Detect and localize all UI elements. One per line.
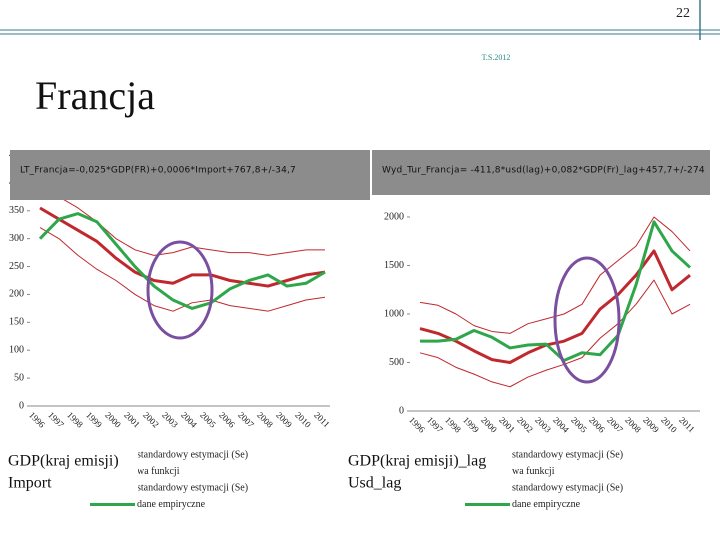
formula-box	[10, 150, 370, 200]
x-tick-label: 2004	[179, 410, 199, 430]
x-tick-label: 2008	[255, 410, 275, 430]
variable: Usd_lag	[348, 475, 401, 492]
y-tick-label: 500	[389, 357, 404, 368]
x-tick-label: 2004	[551, 415, 571, 435]
x-tick-label: 2006	[587, 415, 607, 435]
x-tick-label: 2008	[623, 415, 643, 435]
series-line	[420, 220, 692, 363]
highlight-ellipse	[146, 240, 214, 340]
y-tick-label: 2000	[384, 211, 404, 222]
x-tick-label: 1997	[46, 410, 66, 430]
series-line	[419, 249, 691, 364]
x-tick-label: 1999	[84, 410, 104, 430]
x-tick-label: 1998	[65, 410, 85, 430]
formula-box	[372, 150, 710, 195]
x-tick-label: 2006	[217, 410, 237, 430]
x-tick-label: 1996	[27, 410, 47, 430]
y-tick-label: 150	[9, 317, 24, 328]
highlight-ellipse	[553, 256, 621, 384]
legend-label: standardowy estymacji (Se)	[512, 482, 623, 493]
date: T.S.2012	[482, 53, 511, 62]
legend-label: dane empiryczne	[137, 499, 206, 510]
x-tick-label: 2009	[274, 410, 294, 430]
variable: GDP(kraj emisji)_lag	[348, 453, 486, 470]
x-tick-label: 2007	[605, 415, 625, 435]
variable: GDP(kraj emisji)	[8, 453, 119, 470]
formula: LT_Francja=-0,025*GDP(FR)+0,0006*Import+…	[20, 166, 296, 176]
variable: Import	[8, 475, 52, 492]
y-tick-label: 0	[399, 405, 404, 416]
formula: Wyd_Tur_Francja= -411,8*usd(lag)+0,082*G…	[382, 166, 705, 176]
x-tick-label: 2002	[515, 415, 535, 435]
variables-box	[340, 447, 512, 503]
y-tick-label: 300	[9, 233, 24, 244]
y-tick-label: 100	[9, 345, 24, 356]
legend-label: standardowy estymacji (Se)	[137, 449, 248, 460]
y-tick-label: 0	[19, 400, 24, 411]
slide-title: Francja	[35, 73, 155, 118]
x-tick-label: 2010	[659, 415, 679, 435]
x-tick-label: 2002	[141, 410, 161, 430]
series-line	[39, 227, 326, 312]
y-tick-label: 50	[14, 372, 24, 383]
y-tick-label: 200	[9, 289, 24, 300]
x-tick-label: 1997	[425, 415, 445, 435]
x-tick-label: 2005	[569, 415, 589, 435]
legend-label: dane empiryczne	[512, 499, 581, 510]
legend-label: standardowy estymacji (Se)	[137, 482, 248, 493]
series-line	[39, 206, 326, 288]
charts: 0501001502002503003504004501996199719981…	[5, 149, 710, 510]
x-tick-label: 2000	[103, 410, 123, 430]
x-tick-label: 2007	[236, 410, 256, 430]
x-tick-label: 2001	[122, 410, 142, 430]
x-tick-label: 1999	[461, 415, 481, 435]
series-line	[39, 188, 325, 256]
y-tick-label: 1000	[384, 308, 404, 319]
x-tick-label: 2003	[160, 410, 180, 430]
x-tick-label: 2010	[293, 410, 313, 430]
legend-label: wa funkcji	[512, 466, 555, 477]
y-tick-label: 350	[9, 205, 24, 216]
x-tick-label: 2000	[479, 415, 499, 435]
x-tick-label: 2005	[198, 410, 218, 430]
x-tick-label: 2011	[312, 410, 332, 430]
y-tick-label: 1500	[384, 260, 404, 271]
x-tick-label: 2009	[641, 415, 661, 435]
series-line	[38, 212, 326, 310]
variables-box	[5, 447, 138, 497]
x-tick-label: 1998	[443, 415, 463, 435]
series-line	[419, 279, 691, 388]
legend-label: wa funkcji	[137, 466, 180, 477]
x-tick-label: 2011	[677, 415, 697, 435]
legend-label: standardowy estymacji (Se)	[512, 449, 623, 460]
x-tick-label: 2003	[533, 415, 553, 435]
x-tick-label: 1996	[407, 415, 427, 435]
page-number: 22	[676, 6, 690, 21]
y-tick-label: 250	[9, 261, 24, 272]
x-tick-label: 2001	[497, 415, 517, 435]
